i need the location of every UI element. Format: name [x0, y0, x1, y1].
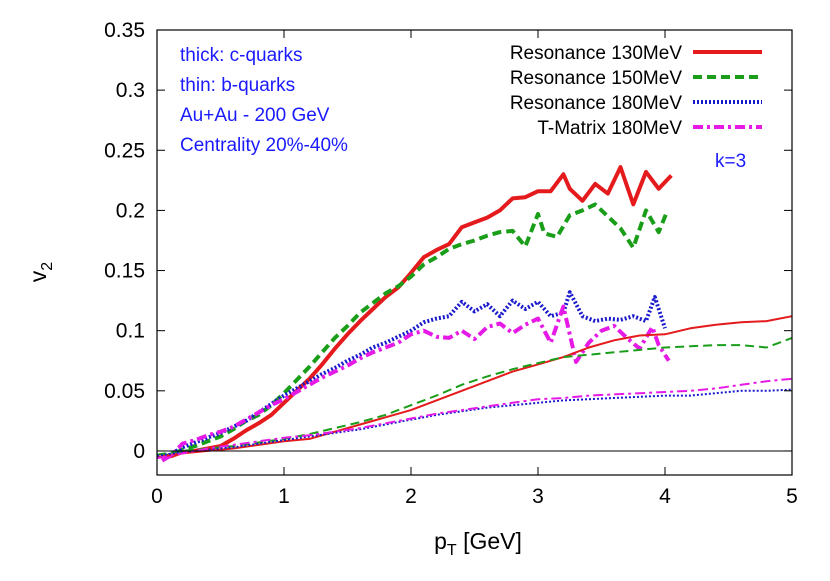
series-line-b-resonance-150mev — [156, 336, 793, 456]
y-tick-label: 0.2 — [116, 199, 145, 222]
series-line-b-resonance-130mev — [156, 315, 793, 458]
annotation-centrality: Centrality 20%-40% — [180, 135, 348, 156]
y-axis-title-sub: 2 — [39, 262, 56, 271]
legend: Resonance 130MeV Resonance 150MeV Resonanc… — [510, 43, 762, 139]
plot-lines — [156, 165, 793, 463]
axis-ticks: 0 1 2 3 4 5 0 0.05 0.1 0.15 0.2 0.25 0.3 0.35 — [104, 19, 798, 508]
y-tick-label: 0.05 — [104, 380, 145, 403]
k-factor-label: k=3 — [715, 151, 746, 172]
series-line-c-t-matrix-180mev — [161, 304, 671, 463]
x-tick-label: 0 — [151, 485, 163, 508]
legend-label: Resonance 130MeV — [510, 43, 682, 64]
annotation-block: thick: c-quarks thin: b-quarks Au+Au - 2… — [180, 45, 348, 156]
x-tick-label: 3 — [532, 485, 544, 508]
legend-label: Resonance 180MeV — [510, 93, 682, 114]
y-tick-label: 0.1 — [116, 320, 145, 343]
series-line-c-resonance-180mev — [161, 290, 667, 462]
x-tick-label: 1 — [278, 485, 290, 508]
annotation-system: Au+Au - 200 GeV — [180, 105, 330, 126]
y-tick-label: 0.35 — [104, 19, 145, 42]
y-tick-label: 0.15 — [104, 260, 145, 283]
plot-frame — [156, 29, 793, 476]
x-tick-label: 5 — [786, 485, 798, 508]
x-tick-label: 2 — [405, 485, 417, 508]
x-axis-title: pT [GeV] — [434, 528, 522, 559]
y-tick-label: 0 — [133, 440, 145, 463]
annotation-thick: thick: c-quarks — [180, 45, 302, 66]
series-line-b-t-matrix-180mev — [156, 377, 793, 460]
x-tick-label: 4 — [659, 485, 671, 508]
series-line-b-resonance-180mev — [156, 388, 793, 457]
y-axis-title: v2 — [25, 262, 56, 283]
x-axis-title-sub: T — [447, 542, 457, 559]
y-tick-label: 0.25 — [104, 139, 145, 162]
legend-label: T-Matrix 180MeV — [537, 118, 682, 139]
annotation-thin: thin: b-quarks — [180, 75, 295, 96]
series-line-c-resonance-130mev — [161, 165, 673, 461]
legend-label: Resonance 150MeV — [510, 68, 682, 89]
y-tick-label: 0.3 — [116, 79, 145, 102]
